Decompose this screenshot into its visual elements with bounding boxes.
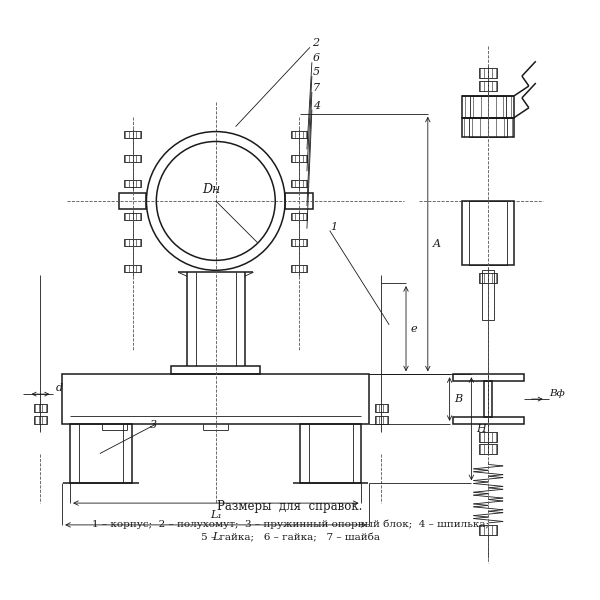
Bar [484, 381, 492, 417]
Bar [469, 201, 507, 265]
Bar [469, 118, 507, 137]
Text: 2: 2 [312, 38, 319, 49]
Text: Размеры  для  справок.: Размеры для справок. [217, 500, 363, 512]
Text: 5: 5 [313, 67, 320, 77]
Text: L: L [212, 532, 220, 542]
Bar [479, 525, 497, 535]
Text: 5 – гайка;   6 – гайка;   7 – шайба: 5 – гайка; 6 – гайка; 7 – шайба [200, 533, 380, 542]
Bar [124, 131, 141, 137]
Bar [124, 155, 141, 162]
Bar [463, 118, 514, 137]
Text: 4: 4 [313, 101, 320, 111]
Bar [34, 416, 47, 424]
Bar [479, 432, 497, 442]
Bar [479, 81, 497, 91]
Bar [290, 180, 307, 187]
Text: 1: 1 [331, 221, 338, 232]
Text: 3: 3 [149, 420, 157, 430]
Bar [171, 367, 260, 374]
Bar [124, 213, 141, 220]
Text: H: H [476, 424, 486, 434]
Bar [124, 239, 141, 246]
Bar [124, 265, 141, 272]
Bar [34, 404, 47, 412]
Bar [479, 68, 497, 78]
Bar [479, 443, 497, 454]
Bar [375, 404, 388, 412]
Text: 6: 6 [313, 53, 320, 63]
Text: A: A [433, 239, 441, 249]
Bar [482, 270, 494, 320]
Bar [119, 193, 146, 209]
Text: e: e [411, 324, 418, 334]
Text: Bф: Bф [548, 389, 565, 398]
Bar [375, 416, 388, 424]
Bar [62, 374, 370, 424]
Text: 7: 7 [313, 83, 320, 93]
Text: L₁: L₁ [210, 510, 222, 520]
Bar [452, 374, 524, 381]
Bar [479, 273, 497, 283]
Bar [452, 417, 524, 424]
Bar [290, 213, 307, 220]
Bar [290, 265, 307, 272]
Bar [70, 424, 131, 483]
Bar [300, 424, 361, 483]
Bar [285, 193, 313, 209]
Text: d: d [56, 383, 64, 393]
Text: 1 – корпус;  2 – полухомут;  3 – пружинный опорный блок;  4 – шпилька;: 1 – корпус; 2 – полухомут; 3 – пружинный… [92, 519, 488, 529]
Text: B: B [455, 394, 463, 404]
Bar [463, 96, 514, 118]
Bar [463, 201, 514, 265]
Bar [290, 131, 307, 137]
Text: Dн: Dн [202, 183, 220, 196]
Bar [290, 155, 307, 162]
Bar [124, 180, 141, 187]
Bar [470, 96, 506, 118]
Bar [290, 239, 307, 246]
